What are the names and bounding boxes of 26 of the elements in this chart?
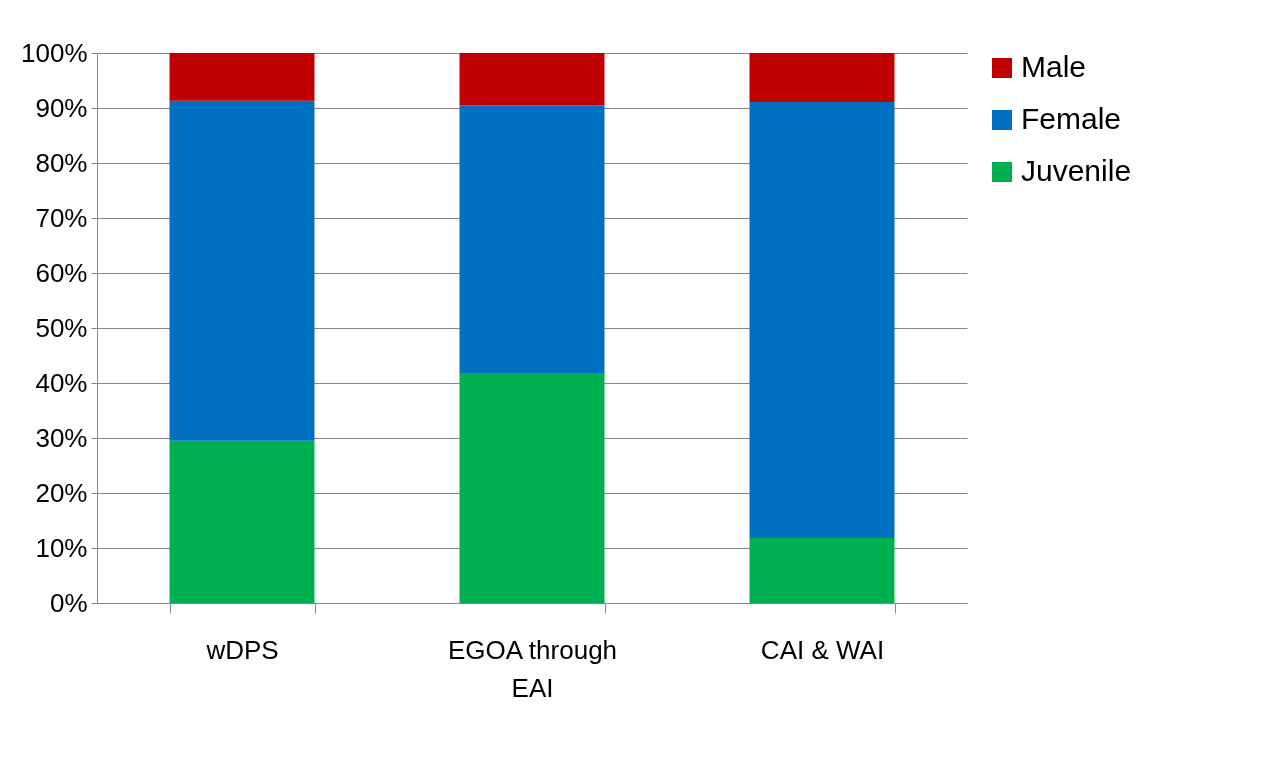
bar [749, 53, 895, 102]
y-tick-label: 100% [21, 37, 88, 68]
bar [459, 373, 605, 603]
y-tick-label: 10% [35, 532, 88, 563]
y-tick-label: 70% [35, 202, 88, 233]
bar [749, 101, 895, 539]
x-tick-label: EGOA through EAI [447, 634, 618, 703]
y-tick-label: 50% [35, 312, 88, 343]
x-tick-label: CAI & WAI [760, 634, 885, 665]
y-tick-label: 30% [35, 422, 88, 453]
bar [169, 440, 315, 603]
y-tick-label: 90% [35, 92, 88, 123]
y-tick-label: 40% [35, 367, 88, 398]
bar [459, 53, 605, 106]
bar [749, 538, 895, 603]
y-tick-label: 0% [49, 587, 88, 618]
bar [169, 100, 315, 441]
bar [459, 105, 605, 374]
legend-label: Male [1021, 50, 1087, 83]
legend-label: Juvenile [1021, 154, 1132, 187]
legend-label: Female [1021, 102, 1122, 135]
y-tick-label: 20% [35, 477, 88, 508]
bar [169, 53, 315, 101]
x-tick-label: wDPS [205, 634, 279, 665]
y-tick-label: 60% [35, 257, 88, 288]
y-tick-label: 80% [35, 147, 88, 178]
